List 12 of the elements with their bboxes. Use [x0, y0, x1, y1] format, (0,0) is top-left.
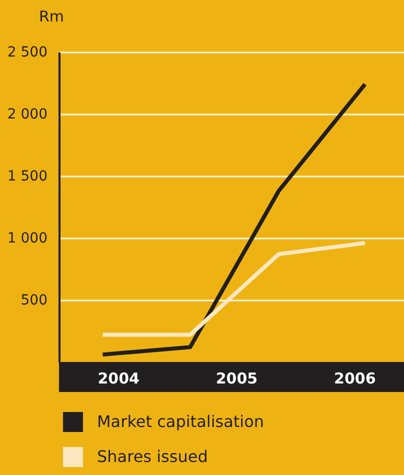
y-tick-label: 1 500 — [7, 168, 48, 184]
line-series — [100, 82, 368, 357]
x-tick-label: 2006 — [334, 370, 376, 388]
legend-label: Market capitalisation — [97, 412, 264, 431]
legend-label: Shares issued — [97, 447, 208, 466]
x-tick-label: 2004 — [98, 370, 140, 388]
y-axis-title: Rm — [38, 8, 64, 26]
y-tick-label: 2 000 — [7, 106, 48, 122]
x-tick-label: 2005 — [216, 370, 258, 388]
y-tick-label: 2 500 — [7, 44, 48, 60]
y-tick-label: 500 — [20, 292, 48, 308]
y-tick-label: 1 000 — [7, 230, 48, 246]
